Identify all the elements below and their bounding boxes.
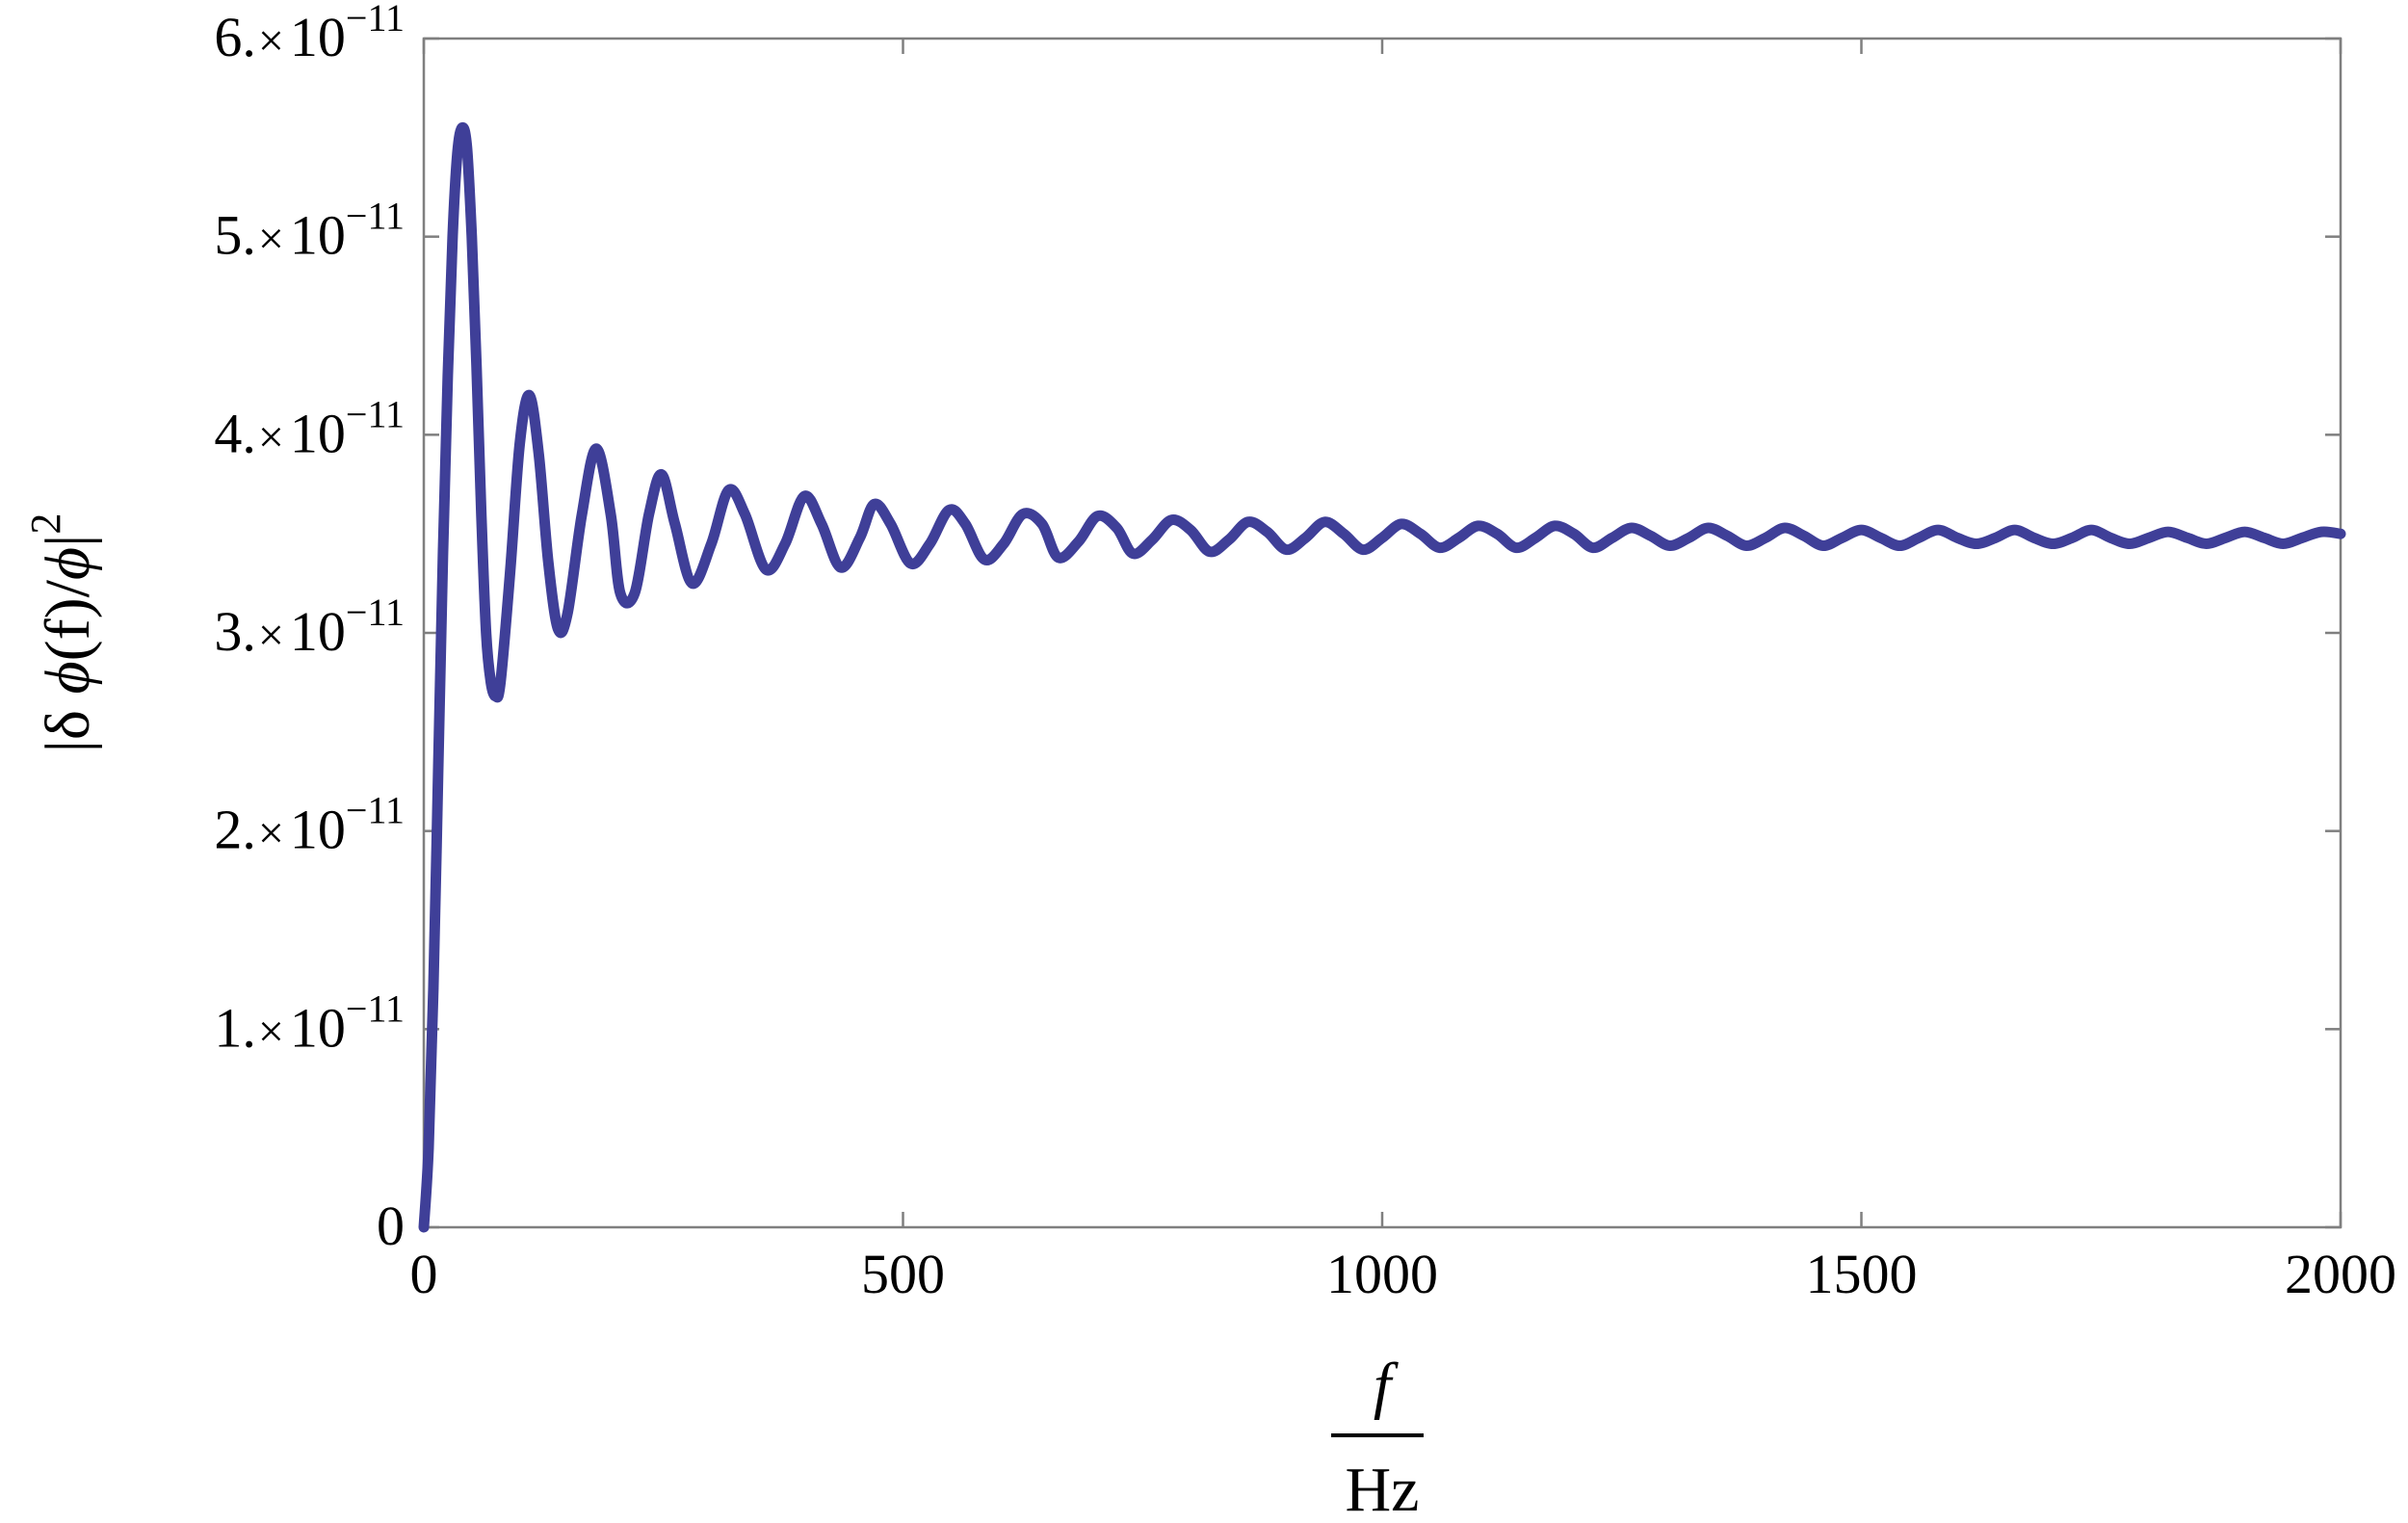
x-axis-label: f Hz	[1331, 1351, 1424, 1523]
y-tick-label: 4.× 10−11	[214, 392, 405, 464]
y-tick-label: 0	[377, 1195, 405, 1257]
x-tick-label: 1500	[1806, 1243, 1918, 1305]
x-tick-label: 500	[861, 1243, 945, 1305]
y-axis-ticks: 0 1.× 10−11 2.× 10−11 3.× 10−11 4.× 10−11 5.× 10−1…	[214, 0, 2341, 1257]
y-axis-label-exponent: 2	[22, 513, 69, 535]
x-tick-label: 0	[410, 1243, 438, 1305]
y-tick-label: 1.× 10−11	[214, 986, 405, 1059]
y-axis-label-mid: (f)/	[33, 579, 103, 661]
y-tick-label: 5.× 10−11	[214, 195, 405, 267]
y-axis-label: |δ ϕ(f)/ϕ|2	[22, 513, 103, 753]
x-axis-label-numerator: f	[1374, 1351, 1399, 1421]
y-tick-label: 3.× 10−11	[214, 591, 405, 663]
x-axis-label-denominator: Hz	[1346, 1455, 1420, 1523]
series-layer	[418, 121, 2346, 1233]
y-axis-label-prefix: |δ	[33, 695, 103, 753]
y-tick-label: 6.× 10−11	[214, 0, 405, 68]
x-tick-label: 2000	[2285, 1243, 2396, 1305]
y-axis-label-phi: ϕ	[33, 547, 103, 580]
x-axis-ticks: 0 500 1000 1500 2000	[410, 39, 2396, 1305]
y-axis-label-suffix: |	[33, 535, 103, 547]
y-tick-label: 2.× 10−11	[214, 789, 405, 861]
series-line	[418, 121, 2346, 1233]
y-axis-label-phi: ϕ	[33, 661, 103, 694]
x-tick-label: 1000	[1326, 1243, 1438, 1305]
plot-frame	[422, 37, 2343, 1229]
svg-text:|δ ϕ(f)/ϕ|2: |δ ϕ(f)/ϕ|2	[22, 513, 103, 753]
